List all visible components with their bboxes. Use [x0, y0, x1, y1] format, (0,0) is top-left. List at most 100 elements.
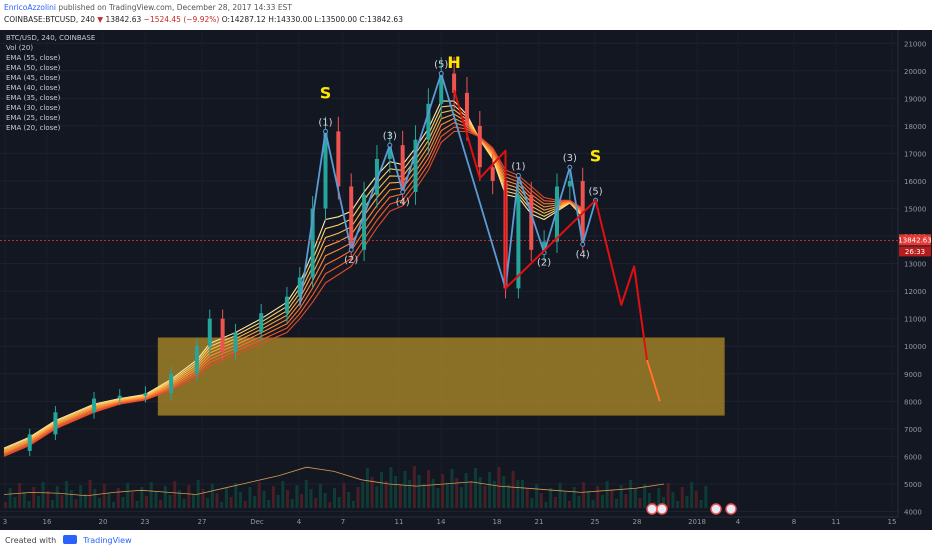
x-axis-tick-label: 7	[341, 518, 345, 526]
legend-ema[interactable]: EMA (55, close)	[6, 54, 61, 62]
volume-bar	[13, 497, 17, 508]
volume-bar	[469, 482, 473, 508]
candle-body	[233, 332, 238, 352]
legend-vol[interactable]: Vol (20)	[6, 44, 34, 52]
volume-bar	[286, 490, 289, 508]
volume-bar	[333, 488, 336, 508]
wave-label: (3)	[383, 131, 397, 142]
volume-bar	[657, 488, 661, 508]
volume-bar	[544, 502, 548, 508]
volume-bar	[98, 498, 101, 508]
volume-bar	[474, 468, 477, 508]
candle-body	[297, 277, 302, 297]
tradingview-link[interactable]: TradingView	[83, 536, 132, 545]
ema-line	[3, 104, 584, 450]
candle-body	[490, 167, 495, 181]
y-axis-tick-label: 21000	[904, 40, 926, 48]
published-text: published on TradingView.com, December 2…	[58, 3, 292, 12]
volume-bar	[530, 498, 534, 508]
countdown-label-bg	[899, 246, 931, 257]
candle-body	[452, 73, 457, 93]
volume-bar	[239, 492, 242, 508]
wave-label: (1)	[318, 117, 332, 128]
volume-bar	[271, 486, 275, 508]
legend-ema[interactable]: EMA (40, close)	[6, 84, 61, 92]
y-axis-tick-label: 20000	[904, 68, 926, 76]
candle-body	[310, 208, 315, 278]
candle-body	[27, 434, 32, 451]
volume-bar	[130, 492, 134, 508]
volume-bar	[224, 488, 228, 508]
x-axis-tick-label: 20	[99, 518, 108, 526]
volume-bar	[88, 480, 92, 508]
candle-body	[220, 318, 225, 352]
y-axis-tick-label: 11000	[904, 316, 926, 324]
volume-bar	[300, 494, 304, 508]
volume-bar	[582, 482, 586, 508]
y-axis-tick-label: 17000	[904, 150, 926, 158]
volume-bar	[384, 481, 388, 508]
volume-bar	[318, 484, 322, 508]
volume-bar	[323, 493, 327, 508]
volume-bar	[8, 488, 12, 508]
volume-bar	[102, 484, 106, 508]
volume-bar	[568, 501, 571, 508]
volume-bar	[441, 474, 445, 508]
legend-ema[interactable]: EMA (30, close)	[6, 104, 61, 112]
event-icon[interactable]	[710, 503, 722, 515]
volume-bar	[342, 483, 346, 508]
volume-bar	[511, 471, 515, 508]
legend-ema[interactable]: EMA (50, close)	[6, 64, 61, 72]
ema-line	[3, 126, 584, 456]
wave-label: (4)	[396, 197, 410, 208]
volume-bar	[638, 498, 642, 508]
volume-bar	[497, 467, 501, 508]
volume-bar	[389, 467, 393, 508]
projection-line[interactable]	[453, 89, 661, 402]
volume-bar	[220, 502, 224, 508]
volume-bar	[314, 498, 318, 508]
volume-bar	[558, 483, 562, 508]
ema-line	[3, 100, 584, 449]
volume-bar	[27, 501, 31, 508]
volume-bar	[676, 501, 680, 508]
volume-bar	[408, 480, 412, 508]
x-axis-tick-label: 4	[297, 518, 302, 526]
legend-ema[interactable]: EMA (25, close)	[6, 114, 61, 122]
flag-icon[interactable]	[646, 503, 658, 515]
volume-bar	[600, 495, 604, 508]
volume-bar	[328, 502, 332, 508]
x-axis-tick-label: 15	[888, 518, 897, 526]
publication-header: EnricoAzzolini published on TradingView.…	[0, 0, 932, 30]
volume-bar	[93, 489, 97, 508]
volume-bar	[662, 497, 665, 508]
volume-bar	[163, 486, 167, 508]
volume-bar	[680, 487, 684, 508]
author-link[interactable]: EnricoAzzolini	[4, 3, 56, 12]
volume-bar	[168, 495, 172, 508]
flag-icon[interactable]	[656, 503, 668, 515]
volume-bar	[69, 490, 73, 508]
volume-bar	[488, 472, 492, 508]
close-value: C:13842.63	[359, 15, 403, 24]
volume-bar	[74, 499, 78, 508]
volume-bar	[51, 500, 54, 508]
volume-bar	[427, 470, 430, 508]
low-value: L:13500.00	[314, 15, 358, 24]
ema-line	[3, 130, 583, 457]
candle-body	[516, 194, 521, 289]
candle-body	[580, 180, 585, 241]
volume-bar	[436, 488, 440, 508]
legend-title: BTC/USD, 240, COINBASE	[6, 34, 96, 42]
legend-ema[interactable]: EMA (20, close)	[6, 124, 61, 132]
volume-bar	[445, 483, 449, 508]
legend-ema[interactable]: EMA (45, close)	[6, 74, 61, 82]
event-icon[interactable]	[725, 503, 737, 515]
legend-ema[interactable]: EMA (35, close)	[6, 94, 61, 102]
price-chart[interactable]: 4000 5000 6000 7000 8000 9000 10000 11000 12000 1…	[0, 30, 932, 530]
down-arrow-icon: ▼	[97, 15, 104, 24]
elliott-wave-line[interactable]	[298, 70, 597, 306]
volume-bar	[337, 497, 341, 508]
volume-bar	[521, 480, 524, 508]
volume-bar	[46, 491, 50, 508]
